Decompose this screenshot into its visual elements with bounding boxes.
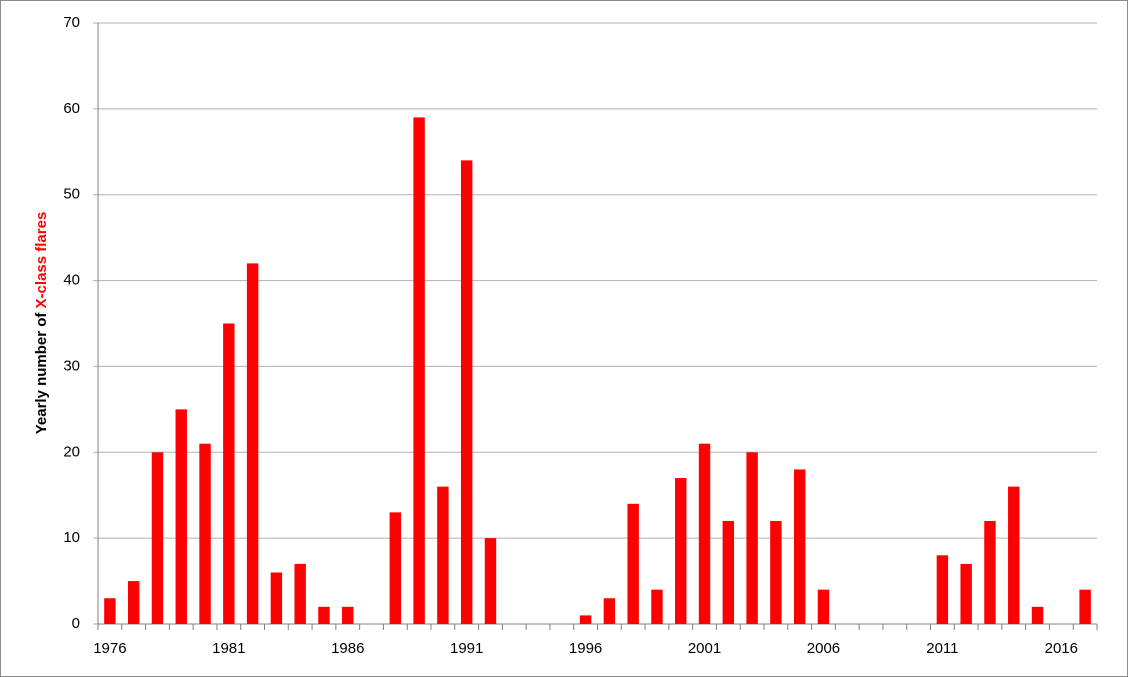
bar (342, 606, 354, 624)
bar (817, 589, 830, 624)
bar (389, 512, 402, 624)
y-tick-label: 0 (72, 615, 80, 632)
bar (127, 581, 140, 624)
bar (936, 555, 949, 624)
y-tick-label: 30 (63, 357, 80, 374)
y-tick-label: 10 (63, 529, 80, 546)
y-label-part: Yearly number of (33, 308, 50, 434)
x-tick-label: 2006 (807, 640, 840, 657)
bar (1008, 486, 1020, 624)
bar (960, 563, 972, 624)
bar (722, 520, 735, 624)
bar (579, 615, 592, 624)
bar (151, 452, 164, 624)
x-tick-label: 2001 (688, 640, 721, 657)
bar (246, 263, 259, 624)
y-axis-label: Yearly number of X-class flares (33, 212, 50, 435)
bar (318, 606, 330, 624)
bar (793, 469, 806, 624)
y-tick-label: 70 (63, 14, 80, 31)
bar (270, 572, 283, 624)
y-tick-label: 40 (63, 272, 80, 289)
y-tick-label: 50 (63, 186, 80, 203)
y-tick-label: 20 (63, 443, 80, 460)
x-tick-label: 1996 (569, 640, 602, 657)
y-label-part: X-class flares (33, 212, 50, 309)
bar (175, 409, 187, 624)
x-tick-label: 2011 (926, 640, 958, 657)
bar (1079, 589, 1091, 624)
bar (413, 117, 425, 624)
x-tick-label: 1991 (450, 640, 483, 657)
x-tick-label: 1986 (331, 640, 364, 657)
x-tick-label: 1981 (212, 640, 245, 657)
bar (223, 323, 235, 624)
y-tick-label: 60 (63, 100, 80, 117)
bar (460, 160, 473, 624)
bar (437, 486, 449, 624)
x-tick-label: 1976 (93, 640, 126, 657)
bar (698, 443, 711, 624)
bar (770, 520, 782, 624)
bar (1031, 606, 1044, 624)
bar (199, 443, 211, 624)
bar (675, 478, 687, 624)
x-tick-label: 2016 (1045, 640, 1078, 657)
bar (746, 452, 758, 624)
bar (603, 598, 616, 624)
bar (627, 503, 639, 624)
bar (651, 589, 663, 624)
bar (104, 598, 116, 624)
bar (484, 538, 497, 624)
bar (294, 563, 306, 624)
bar (984, 520, 996, 624)
